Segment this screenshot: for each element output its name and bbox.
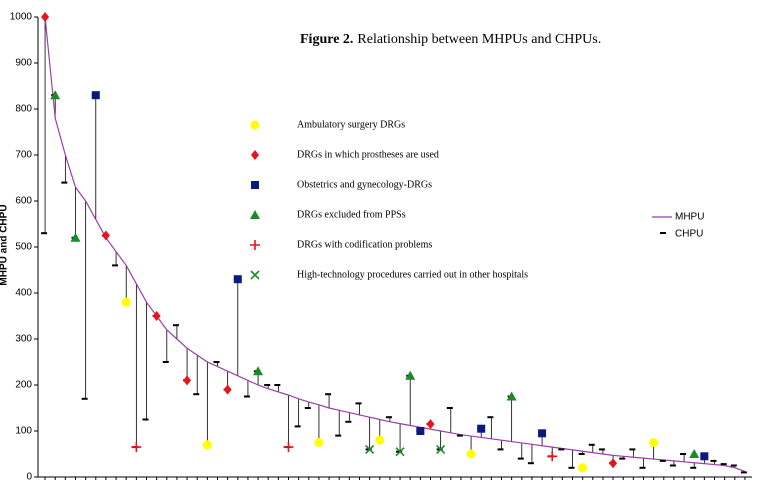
marker-square bbox=[416, 427, 425, 435]
title-bold: Figure 2. bbox=[300, 32, 353, 47]
marker-plus bbox=[250, 240, 260, 250]
y-tick-label: 600 bbox=[15, 196, 32, 207]
marker-cross bbox=[250, 270, 260, 280]
y-tick-label: 400 bbox=[15, 288, 32, 299]
y-tick-label: 100 bbox=[15, 426, 32, 437]
marker-plus bbox=[283, 442, 294, 453]
marker-triangle bbox=[405, 370, 416, 380]
y-tick-label: 0 bbox=[26, 472, 32, 482]
marker-square bbox=[251, 181, 259, 189]
marker-triangle bbox=[250, 210, 260, 219]
mhpu-line bbox=[44, 16, 746, 473]
marker-square bbox=[233, 275, 242, 284]
y-tick-label: 500 bbox=[15, 242, 32, 253]
marker-circle bbox=[578, 463, 588, 473]
marker-cross bbox=[365, 444, 375, 454]
y-tick-label: 800 bbox=[15, 104, 32, 115]
legend-label: Obstetrics and gynecology-DRGs bbox=[297, 179, 432, 190]
legend-label: DRGs with codification problems bbox=[297, 239, 432, 250]
marker-triangle bbox=[689, 449, 700, 458]
legend-label: CHPU bbox=[675, 229, 703, 240]
legend-label: DRGs excluded from PPSs bbox=[297, 209, 406, 220]
marker-diamond bbox=[426, 419, 435, 430]
marker-diamond bbox=[101, 230, 110, 241]
marker-diamond bbox=[152, 311, 161, 321]
marker-circle bbox=[649, 438, 659, 447]
marker-diamond bbox=[183, 375, 192, 386]
title-text: Relationship between MHPUs and CHPUs. bbox=[357, 32, 601, 47]
legend-label: DRGs in which prostheses are used bbox=[297, 149, 439, 160]
marker-triangle bbox=[506, 391, 517, 401]
marker-diamond bbox=[251, 150, 259, 160]
marker-triangle bbox=[253, 366, 264, 376]
marker-circle bbox=[121, 297, 131, 307]
y-tick-label: 300 bbox=[15, 334, 32, 345]
y-tick-label: 200 bbox=[15, 380, 32, 391]
marker-diamond bbox=[223, 384, 232, 395]
marker-cross bbox=[395, 447, 405, 457]
marker-circle bbox=[314, 438, 324, 447]
marker-diamond bbox=[41, 12, 50, 22]
chart-title: Figure 2. Relationship between MHPUs and … bbox=[300, 32, 601, 47]
marker-square bbox=[477, 424, 486, 433]
marker-triangle bbox=[70, 232, 81, 242]
marker-plus bbox=[131, 442, 142, 453]
marker-square bbox=[538, 429, 547, 438]
marker-diamond bbox=[609, 458, 618, 469]
y-tick-label: 1000 bbox=[10, 12, 33, 23]
marker-circle bbox=[466, 449, 476, 459]
marker-plus bbox=[547, 451, 558, 462]
y-tick-label: 700 bbox=[15, 150, 32, 161]
marker-square bbox=[700, 452, 709, 461]
y-tick-label: 900 bbox=[15, 58, 32, 69]
legend-label: High-technology procedures carried out i… bbox=[297, 269, 528, 280]
marker-circle bbox=[202, 440, 212, 450]
marker-triangle bbox=[50, 90, 61, 100]
marker-circle bbox=[250, 120, 260, 130]
marker-circle bbox=[375, 435, 385, 445]
legend-label: Ambulatory surgery DRGs bbox=[297, 119, 405, 130]
marker-square bbox=[91, 91, 100, 100]
legend-label: MHPU bbox=[675, 212, 704, 223]
y-axis-label: MHPU and CHPU bbox=[0, 204, 10, 285]
marker-cross bbox=[436, 444, 446, 454]
